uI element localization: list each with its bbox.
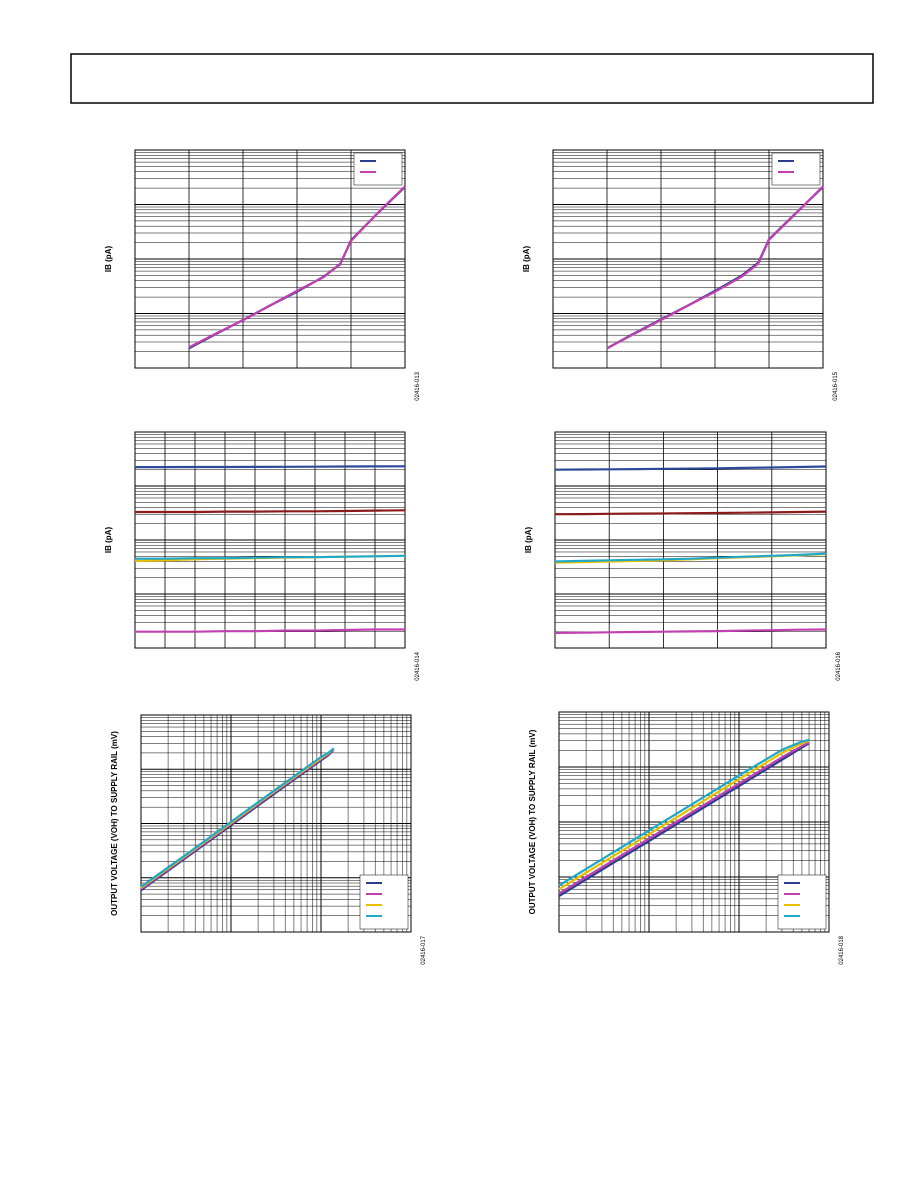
series-line — [188, 185, 406, 349]
chart: IB (pA) 02416-015 — [522, 149, 839, 401]
plot-border — [554, 431, 827, 649]
y-axis-label: OUTPUT VOLTAGE (VOH) TO SUPPLY RAIL (mV) — [110, 731, 119, 916]
series-line — [554, 628, 827, 634]
figure-code: 02416-018 — [839, 935, 845, 964]
chart: IB (pA) 02416-014 — [104, 431, 421, 681]
figure-code: 02416-014 — [415, 651, 421, 680]
y-axis-label: IB (pA) — [522, 246, 531, 273]
series-line — [135, 554, 406, 560]
series-line — [606, 185, 824, 350]
y-axis-label: IB (pA) — [524, 527, 533, 554]
series-line — [554, 510, 827, 516]
figure-code: 02416-013 — [415, 371, 421, 400]
series-line — [135, 509, 406, 514]
plot-border — [134, 149, 406, 369]
chart: IB (pA) 02416-016 — [524, 431, 842, 681]
series-line — [554, 552, 827, 563]
series-line — [558, 742, 810, 898]
chart: IB (pA) 02416-013 — [104, 149, 421, 401]
y-axis-label: OUTPUT VOLTAGE (VOH) TO SUPPLY RAIL (mV) — [528, 729, 537, 914]
y-axis-label: IB (pA) — [104, 246, 113, 273]
plot-border — [558, 711, 830, 933]
figure-code: 02416-016 — [836, 651, 842, 680]
plot-border — [140, 714, 412, 933]
series-line — [135, 628, 405, 633]
header-box — [70, 53, 874, 104]
chart: OUTPUT VOLTAGE (VOH) TO SUPPLY RAIL (mV)… — [528, 711, 845, 965]
legend-box — [771, 152, 821, 186]
series-line — [558, 739, 810, 891]
series-line — [558, 738, 810, 887]
y-axis-label: IB (pA) — [104, 527, 113, 554]
series-line — [558, 741, 810, 895]
legend-box — [353, 152, 403, 186]
plot-border — [552, 149, 824, 369]
series-line — [554, 465, 827, 471]
series-line — [140, 747, 335, 888]
plot-border — [134, 431, 406, 649]
figure-code: 02416-017 — [421, 935, 427, 964]
chart: OUTPUT VOLTAGE (VOH) TO SUPPLY RAIL (mV)… — [110, 714, 427, 965]
figure-code: 02416-015 — [833, 371, 839, 400]
series-line — [135, 465, 406, 469]
